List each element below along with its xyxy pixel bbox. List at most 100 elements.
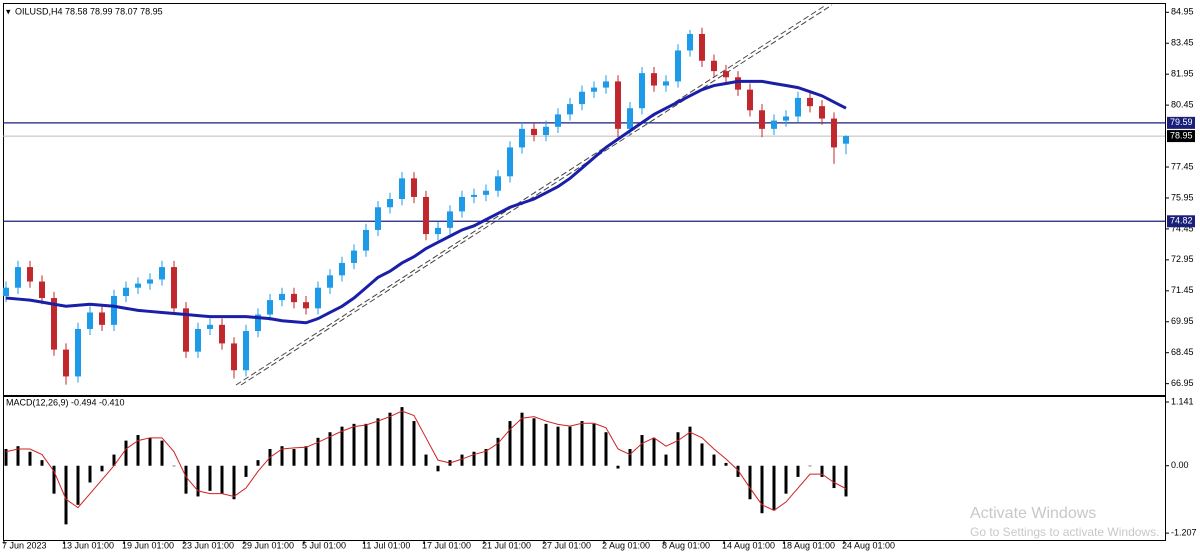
candle-body — [699, 33, 705, 61]
macd-bar — [496, 437, 500, 466]
candle-body — [411, 178, 417, 197]
macd-bar — [244, 465, 248, 477]
candle-body — [723, 71, 729, 78]
current-price-box — [1167, 130, 1195, 143]
watermark-title: Activate Windows — [970, 505, 1096, 522]
candle-body — [795, 97, 801, 117]
x-tick-label: 19 Jun 01:00 — [122, 540, 174, 550]
candle-body — [171, 267, 177, 309]
y-tick-label: 80.45 — [1171, 100, 1194, 110]
macd-bar — [364, 423, 368, 466]
macd-bar — [412, 421, 416, 466]
channel-line — [240, 4, 833, 386]
candle-body — [63, 349, 69, 377]
macd-bar — [64, 465, 68, 525]
candle-body — [495, 176, 501, 191]
macd-bar — [580, 421, 584, 466]
macd-tick-label: 1.141 — [1171, 396, 1194, 406]
macd-bar — [172, 465, 176, 467]
macd-bar — [460, 454, 464, 466]
x-tick-label: 17 Jul 01:00 — [422, 540, 471, 550]
candle-body — [771, 120, 777, 129]
candle-body — [447, 211, 453, 228]
candle-body — [579, 91, 585, 105]
macd-bar — [664, 454, 668, 466]
candle-body — [711, 60, 717, 72]
x-tick-label: 7 Jun 2023 — [2, 540, 47, 550]
macd-bar — [628, 448, 632, 466]
macd-bar — [700, 443, 704, 466]
macd-bar — [388, 412, 392, 466]
macd-bar — [100, 465, 104, 472]
candle-body — [315, 287, 321, 309]
candle-body — [843, 136, 849, 144]
y-tick-label: 83.45 — [1171, 38, 1194, 48]
candle-body — [15, 267, 21, 288]
candle-body — [123, 287, 129, 296]
macd-bar — [844, 465, 848, 497]
macd-bar — [124, 440, 128, 466]
macd-bar — [4, 448, 8, 466]
candle-body — [747, 89, 753, 111]
macd-bar — [184, 465, 188, 494]
candle-body — [675, 50, 681, 82]
x-tick-label: 18 Aug 01:00 — [782, 540, 835, 550]
macd-bar — [532, 418, 536, 466]
macd-bar — [208, 465, 212, 491]
x-tick-label: 29 Jun 01:00 — [242, 540, 294, 550]
y-tick-label: 72.95 — [1171, 254, 1194, 264]
current-price-label: 78.95 — [1170, 130, 1193, 140]
candle-body — [759, 110, 765, 129]
level-label-box — [1167, 116, 1195, 129]
candle-body — [459, 196, 465, 212]
y-tick-label: 84.95 — [1171, 7, 1194, 17]
candle-body — [435, 227, 441, 235]
macd-bar — [28, 451, 32, 466]
candle-body — [519, 128, 525, 148]
macd-bar — [688, 426, 692, 466]
y-tick-label: 77.45 — [1171, 161, 1194, 171]
macd-bar — [424, 454, 428, 466]
macd-bar — [604, 432, 608, 466]
candle-body — [555, 114, 561, 127]
x-tick-label: 21 Jul 01:00 — [482, 540, 531, 550]
candle-body — [735, 77, 741, 90]
y-tick-label: 74.45 — [1171, 223, 1194, 233]
macd-bar — [316, 437, 320, 466]
candle-body — [159, 267, 165, 280]
macd-bar — [196, 465, 200, 497]
macd-bar — [652, 437, 656, 466]
candle-body — [483, 190, 489, 195]
macd-bar — [544, 423, 548, 466]
candle-body — [543, 126, 549, 136]
x-tick-label: 11 Jul 01:00 — [362, 540, 410, 550]
candle-body — [207, 324, 213, 329]
macd-bar — [16, 446, 20, 466]
candle-body — [831, 118, 837, 148]
macd-signal — [5, 410, 847, 511]
macd-bar — [136, 435, 140, 466]
x-tick-label: 13 Jun 01:00 — [62, 540, 114, 550]
x-tick-label: 27 Jul 01:00 — [542, 540, 591, 550]
macd-bar — [772, 465, 776, 511]
macd-bar — [472, 451, 476, 466]
macd-bar — [52, 465, 56, 494]
macd-bar — [820, 465, 824, 477]
chart-header: OILUSD,H4 78.58 78.99 78.07 78.95 — [15, 6, 163, 16]
macd-bar — [748, 465, 752, 500]
macd-bar — [640, 435, 644, 466]
candle-body — [819, 106, 825, 119]
y-tick-label: 81.95 — [1171, 69, 1194, 79]
macd-bar — [292, 448, 296, 466]
x-tick-label: 24 Aug 01:00 — [842, 540, 895, 550]
candle-body — [387, 199, 393, 208]
candle-body — [267, 300, 273, 315]
candle-body — [231, 343, 237, 371]
candle-body — [531, 128, 537, 136]
candle-body — [219, 324, 225, 344]
macd-bar — [484, 448, 488, 466]
candle-body — [291, 293, 297, 303]
candle-body — [255, 314, 261, 332]
candle-body — [3, 287, 9, 296]
